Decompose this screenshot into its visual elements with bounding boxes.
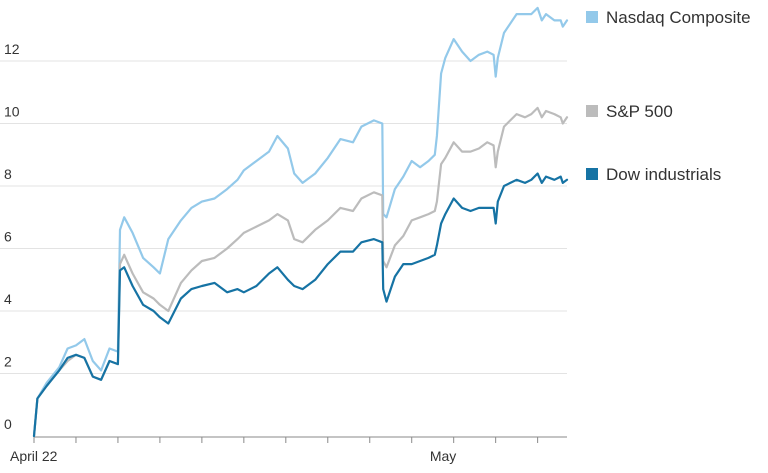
legend-swatch-s-p-500 (586, 105, 598, 117)
x-axis-labels: April 22 May (10, 448, 456, 464)
series-line-nasdaq-composite (32, 6, 569, 438)
series-line-s-p-500 (32, 106, 569, 438)
y-tick-label-6: 6 (4, 229, 12, 245)
y-tick-label-10: 10 (4, 104, 20, 120)
legend-swatch-nasdaq-composite (586, 11, 598, 23)
x-tick-label-april-22: April 22 (10, 448, 58, 464)
x-axis-ticks (33, 437, 539, 443)
legend-label-nasdaq-composite: Nasdaq Composite (606, 8, 751, 27)
y-axis-labels: 0 2 4 6 8 10 12 (4, 41, 20, 432)
series-line-dow-industrials (32, 172, 569, 438)
legend-swatch-dow-industrials (586, 168, 598, 180)
y-tick-label-4: 4 (4, 291, 12, 307)
x-tick-label-may: May (430, 448, 456, 464)
legend-label-dow-industrials: Dow industrials (606, 165, 721, 184)
y-tick-label-0: 0 (4, 416, 12, 432)
y-tick-label-2: 2 (4, 354, 12, 370)
legend: Nasdaq Composite S&P 500 Dow industrials (586, 8, 751, 184)
legend-label-s-p-500: S&P 500 (606, 102, 673, 121)
y-tick-label-8: 8 (4, 166, 12, 182)
grid (0, 60, 567, 374)
y-tick-label-12: 12 (4, 41, 20, 57)
series-lines (32, 6, 569, 438)
